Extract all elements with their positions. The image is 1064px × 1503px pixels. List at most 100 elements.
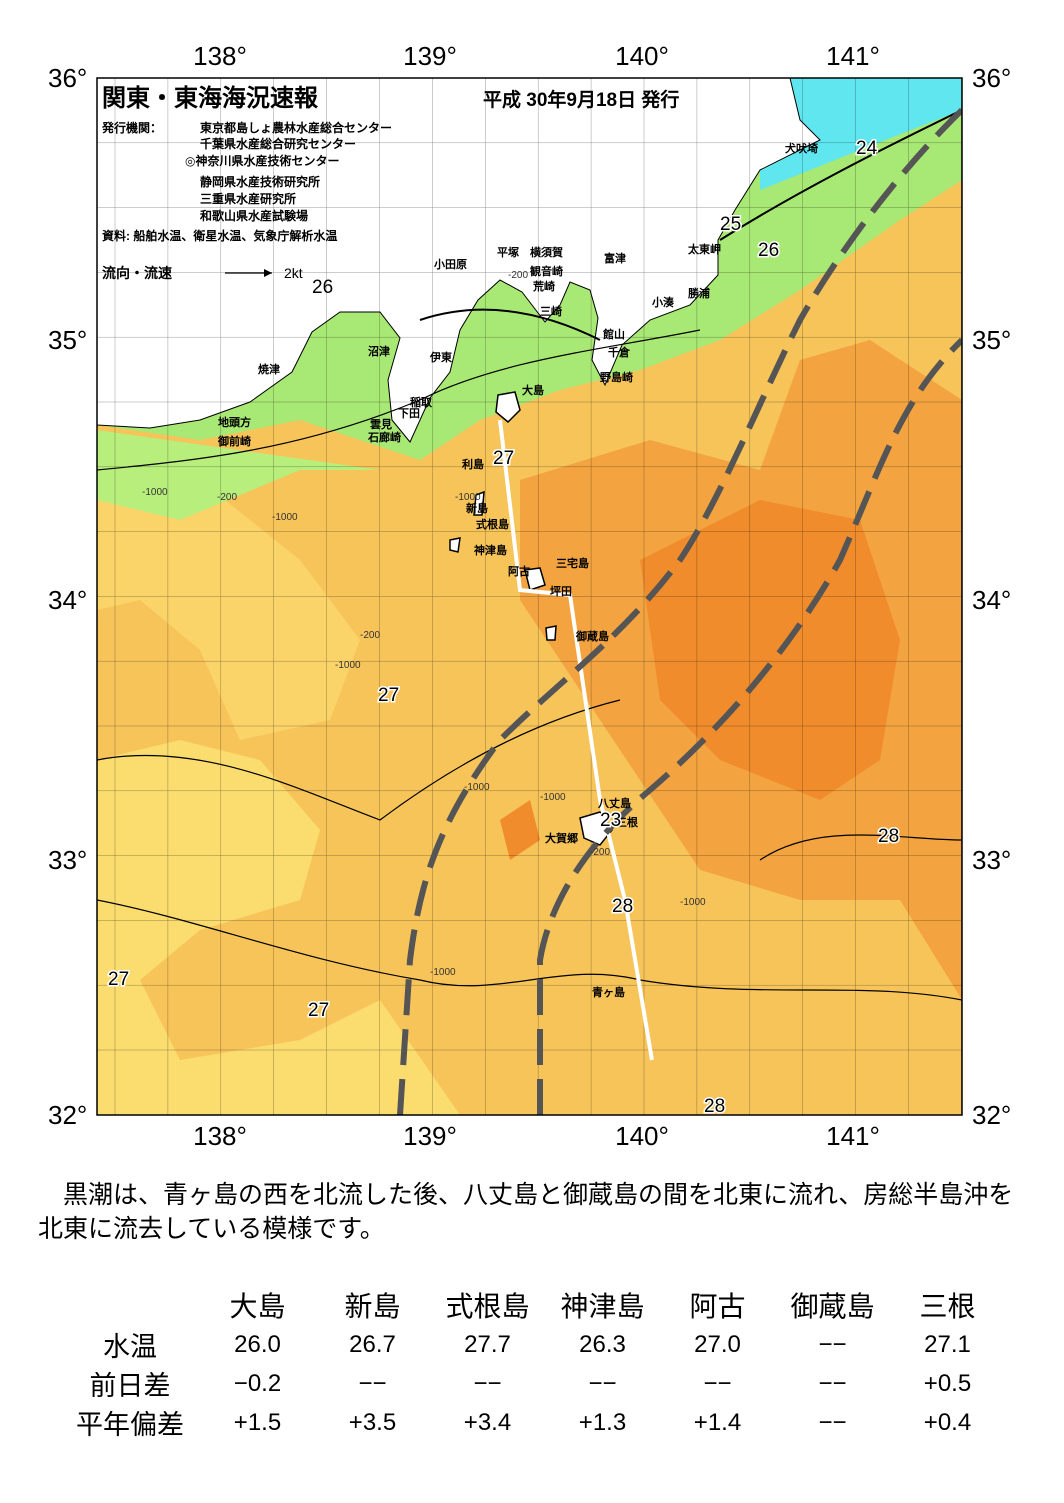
place-name: 沼津 [368, 344, 390, 358]
depth-label: -200 [590, 847, 610, 858]
depth-label: -1000 [540, 792, 566, 803]
lat-label: 33° [48, 845, 87, 875]
row-label: 水温 [103, 1332, 157, 1362]
contour [97, 329, 701, 471]
place-name: 荒崎 [532, 279, 555, 293]
place-name: 富津 [604, 251, 626, 265]
place-name: 地頭方 [218, 415, 251, 429]
depth-label: -1000 [335, 660, 361, 671]
source: 資料: 船舶水温、衛星水温、気象庁解析水温 [102, 228, 337, 243]
contour-label: 27 [493, 448, 514, 469]
place-name: 小湊 [651, 295, 674, 309]
place-name: 新島 [466, 501, 488, 515]
cell: 26.7 [349, 1330, 396, 1358]
lat-label: 35° [48, 325, 87, 355]
contour-label: 26 [758, 240, 779, 261]
lat-label: 32° [972, 1100, 1011, 1130]
place-name: 小田原 [433, 257, 467, 271]
lat-label: 34° [48, 585, 87, 615]
contour [419, 308, 601, 341]
place-name: 青ヶ島 [592, 985, 625, 999]
place-name: 横須賀 [530, 245, 563, 259]
cell: +0.5 [923, 1369, 972, 1397]
depth-label: -1000 [142, 487, 168, 498]
row-label: 前日差 [89, 1371, 171, 1401]
cell: −0.2 [233, 1369, 282, 1397]
contour-label: 28 [704, 1096, 725, 1117]
legend-temp: 26 [312, 277, 333, 298]
place-name: 野島崎 [600, 370, 633, 384]
issuer: 東京都島しょ農林水産総合センター [200, 120, 392, 135]
lon-label: 138° [193, 41, 247, 71]
lon-label: 139° [403, 1121, 457, 1151]
hot-zone [500, 800, 540, 860]
contour-label: 23 [600, 810, 621, 831]
lat-label: 32° [48, 1100, 87, 1130]
issuer: 和歌山県水産試験場 [199, 208, 308, 223]
place-name: 三宅島 [556, 556, 589, 570]
column-header: 三根 [919, 1291, 976, 1322]
island [545, 625, 557, 641]
place-name: 御蔵島 [575, 629, 609, 643]
map-frame [96, 77, 963, 1116]
cell: +1.4 [693, 1408, 742, 1436]
contour [759, 834, 962, 861]
column-header: 御蔵島 [790, 1291, 875, 1322]
cell: −− [818, 1369, 847, 1397]
cell: +1.3 [578, 1408, 627, 1436]
lon-label: 140° [615, 41, 669, 71]
cold-zone [760, 78, 962, 190]
title: 関東・東海海況速報 [102, 84, 319, 112]
lat-label: 34° [972, 585, 1011, 615]
place-name: 大賀郷 [545, 831, 578, 845]
lon-label: 140° [615, 1121, 669, 1151]
depth-label: -1000 [455, 492, 481, 503]
column-header: 阿古 [689, 1291, 746, 1322]
column-header: 神津島 [560, 1291, 645, 1322]
contour-label: 28 [612, 896, 633, 917]
place-name: 式根島 [476, 517, 509, 531]
place-name: 伊東 [429, 350, 453, 364]
island [524, 567, 546, 591]
place-name: 観音崎 [530, 264, 563, 278]
place-name: 焼津 [258, 362, 280, 376]
contour-label: 24 [856, 138, 878, 159]
cell: +3.5 [348, 1408, 397, 1436]
lat-label: 35° [972, 325, 1011, 355]
issuer: 静岡県水産技術研究所 [200, 174, 320, 189]
description: 黒潮は、青ヶ島の西を北流した後、八丈島と御蔵島の間を北東に流れ、房総半島沖を北東… [38, 1181, 1014, 1243]
place-name: 大島 [522, 383, 544, 397]
place-name: 雲見 [370, 418, 392, 431]
place-name: 利島 [462, 457, 484, 471]
legend-speed: 2kt [284, 265, 303, 281]
cell: 26.0 [234, 1330, 281, 1358]
contour [97, 899, 962, 1001]
place-name: 館山 [602, 327, 625, 341]
place-name: 千倉 [608, 345, 631, 359]
lon-label: 138° [193, 1121, 247, 1151]
contour-label: 28 [878, 826, 899, 847]
place-name: 阿古 [508, 564, 530, 578]
place-name: 三根 [616, 815, 639, 829]
place-name: 太東岬 [687, 242, 721, 256]
lat-label: 36° [972, 63, 1011, 93]
island [449, 537, 461, 553]
cell: −− [818, 1408, 847, 1436]
place-name: 稲取 [410, 395, 432, 409]
island [495, 391, 521, 424]
cell: 27.0 [694, 1330, 741, 1358]
place-name: 御前崎 [217, 434, 251, 448]
cell: −− [358, 1369, 387, 1397]
kuroshio-axis [537, 337, 962, 1115]
depth-label: -1000 [680, 897, 706, 908]
issuer: 三重県水産研究所 [200, 191, 296, 206]
column-header: 大島 [229, 1291, 286, 1322]
lon-label: 141° [826, 1121, 880, 1151]
cell: −− [588, 1369, 617, 1397]
ship-track [498, 419, 654, 1061]
table-row: 前日差 −0.2 −− −− −− −− −− +0.5 [60, 1364, 1005, 1403]
warm-zone [97, 740, 460, 1115]
cell: 26.3 [579, 1330, 626, 1358]
lon-label: 141° [826, 41, 880, 71]
